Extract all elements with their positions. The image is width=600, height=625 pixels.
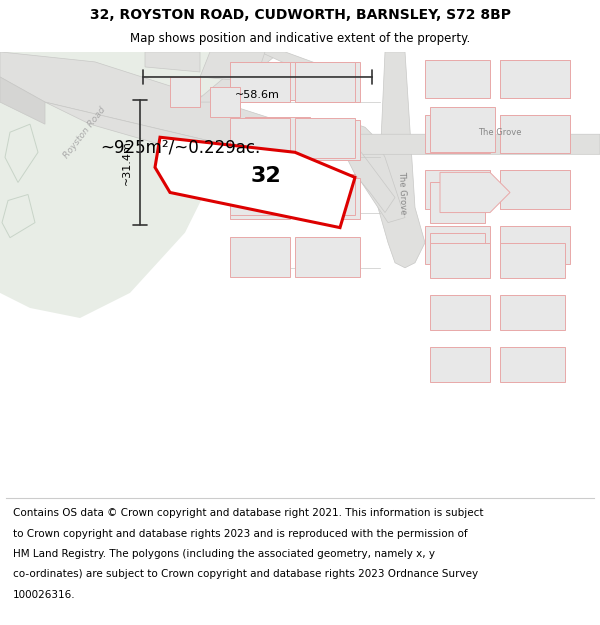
- Polygon shape: [500, 171, 570, 209]
- Polygon shape: [200, 52, 265, 82]
- Text: The Grove: The Grove: [397, 171, 407, 214]
- Polygon shape: [295, 178, 360, 219]
- Polygon shape: [230, 62, 290, 102]
- Polygon shape: [155, 138, 355, 228]
- Text: Royston Road: Royston Road: [62, 105, 108, 159]
- Polygon shape: [245, 117, 310, 156]
- Polygon shape: [230, 118, 290, 158]
- Polygon shape: [500, 242, 565, 278]
- Polygon shape: [0, 77, 45, 124]
- Polygon shape: [295, 62, 360, 102]
- Polygon shape: [145, 52, 200, 72]
- Polygon shape: [210, 87, 240, 117]
- Polygon shape: [260, 52, 340, 77]
- Text: 100026316.: 100026316.: [13, 589, 76, 599]
- Polygon shape: [425, 171, 490, 209]
- Polygon shape: [0, 52, 230, 318]
- Polygon shape: [425, 60, 490, 98]
- Polygon shape: [500, 115, 570, 153]
- Text: Contains OS data © Crown copyright and database right 2021. This information is : Contains OS data © Crown copyright and d…: [13, 508, 484, 518]
- Polygon shape: [230, 178, 290, 219]
- Text: HM Land Registry. The polygons (including the associated geometry, namely x, y: HM Land Registry. The polygons (includin…: [13, 549, 435, 559]
- Text: The Grove: The Grove: [478, 127, 522, 137]
- Polygon shape: [295, 237, 360, 277]
- Polygon shape: [425, 115, 490, 153]
- Polygon shape: [230, 237, 290, 277]
- Polygon shape: [45, 102, 310, 188]
- Polygon shape: [500, 295, 565, 330]
- Polygon shape: [345, 144, 395, 212]
- Polygon shape: [245, 173, 310, 211]
- Polygon shape: [430, 107, 495, 152]
- Polygon shape: [500, 115, 570, 153]
- Polygon shape: [430, 232, 485, 272]
- Text: to Crown copyright and database rights 2023 and is reproduced with the permissio: to Crown copyright and database rights 2…: [13, 529, 468, 539]
- Polygon shape: [378, 52, 425, 268]
- Polygon shape: [295, 62, 355, 102]
- Polygon shape: [430, 347, 490, 382]
- Polygon shape: [340, 122, 405, 222]
- Polygon shape: [425, 226, 490, 264]
- Polygon shape: [500, 60, 570, 98]
- Polygon shape: [170, 77, 200, 107]
- Text: Map shows position and indicative extent of the property.: Map shows position and indicative extent…: [130, 32, 470, 46]
- Text: ~925m²/~0.229ac.: ~925m²/~0.229ac.: [100, 138, 260, 156]
- Text: 32: 32: [250, 166, 281, 186]
- Polygon shape: [0, 52, 330, 162]
- Text: ~31.4m: ~31.4m: [122, 140, 132, 185]
- Polygon shape: [230, 120, 290, 161]
- Text: 32, ROYSTON ROAD, CUDWORTH, BARNSLEY, S72 8BP: 32, ROYSTON ROAD, CUDWORTH, BARNSLEY, S7…: [89, 8, 511, 21]
- Polygon shape: [230, 174, 290, 214]
- Polygon shape: [195, 52, 280, 102]
- Polygon shape: [295, 120, 360, 161]
- Text: ~58.6m: ~58.6m: [235, 90, 280, 100]
- Polygon shape: [230, 62, 290, 102]
- Text: co-ordinates) are subject to Crown copyright and database rights 2023 Ordnance S: co-ordinates) are subject to Crown copyr…: [13, 569, 478, 579]
- Polygon shape: [245, 62, 310, 100]
- Polygon shape: [500, 171, 570, 209]
- Polygon shape: [430, 182, 485, 222]
- Polygon shape: [295, 174, 355, 214]
- Polygon shape: [500, 60, 570, 98]
- Polygon shape: [500, 226, 570, 264]
- Polygon shape: [430, 242, 490, 278]
- Polygon shape: [440, 173, 510, 213]
- Polygon shape: [430, 295, 490, 330]
- Polygon shape: [500, 347, 565, 382]
- Polygon shape: [340, 134, 600, 154]
- Polygon shape: [295, 118, 355, 158]
